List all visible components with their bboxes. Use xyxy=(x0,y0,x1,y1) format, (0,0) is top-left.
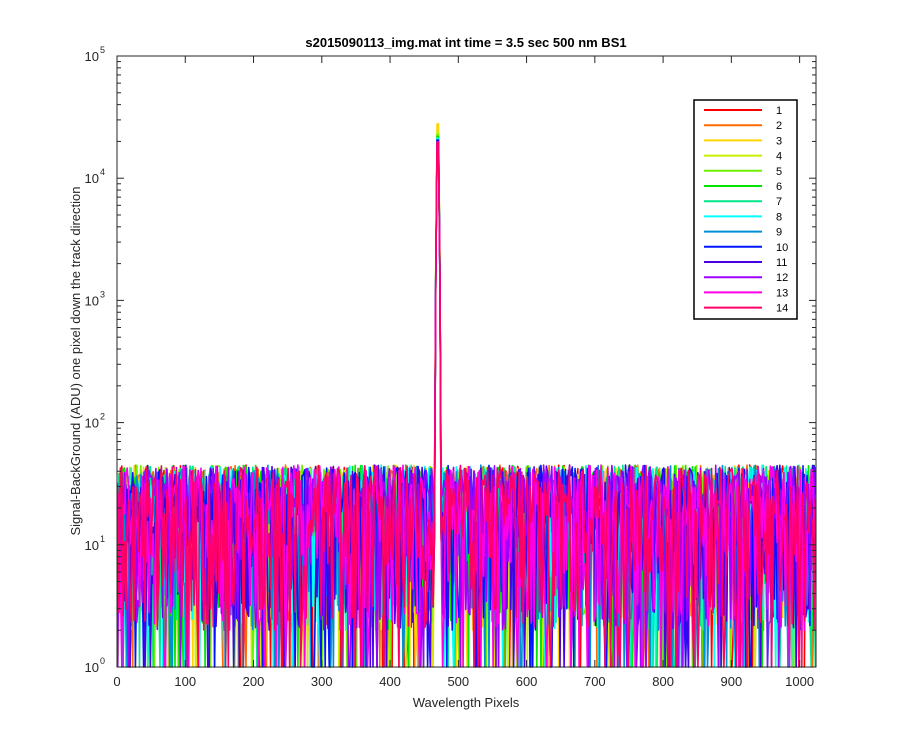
x-tick-label: 100 xyxy=(174,674,196,689)
y-tick-label: 10 xyxy=(85,293,99,308)
y-tick-label: 10 xyxy=(85,538,99,553)
legend-box xyxy=(693,99,798,320)
x-tick-label: 700 xyxy=(584,674,606,689)
y-tick-exponent: 4 xyxy=(100,167,105,177)
y-tick-label: 10 xyxy=(85,660,99,675)
legend-label: 3 xyxy=(776,135,782,147)
legend-label: 5 xyxy=(776,166,782,178)
y-tick-exponent: 2 xyxy=(100,412,105,422)
y-tick-label: 10 xyxy=(85,416,99,431)
x-tick-label: 300 xyxy=(311,674,333,689)
x-axis-label: Wavelength Pixels xyxy=(413,695,520,710)
legend-label: 4 xyxy=(776,151,782,163)
series-layer xyxy=(116,123,817,668)
legend-label: 10 xyxy=(776,242,788,254)
y-tick-exponent: 0 xyxy=(100,656,105,666)
legend-label: 11 xyxy=(776,257,787,269)
y-tick-label: 10 xyxy=(85,49,99,64)
axes-box xyxy=(116,55,817,668)
legend-label: 12 xyxy=(776,272,788,284)
x-axis: 0 100 200 300 400 500 600 700 800 900 1000 xyxy=(113,56,814,689)
y-tick-exponent: 5 xyxy=(100,45,105,55)
legend-label: 13 xyxy=(776,287,788,299)
legend-label: 8 xyxy=(776,211,782,223)
x-tick-label: 500 xyxy=(447,674,469,689)
x-tick-label: 900 xyxy=(721,674,743,689)
y-tick-exponent: 1 xyxy=(100,534,105,544)
x-tick-label: 0 xyxy=(113,674,120,689)
y-tick-exponent: 3 xyxy=(100,289,105,299)
legend-label: 14 xyxy=(776,303,788,315)
x-tick-label: 1000 xyxy=(785,674,814,689)
legend-label: 6 xyxy=(776,181,782,193)
x-tick-label: 200 xyxy=(243,674,265,689)
x-tick-label: 400 xyxy=(379,674,401,689)
y-axis-label: Signal-BackGround (ADU) one pixel down t… xyxy=(68,186,83,535)
chart-title: s2015090113_img.mat int time = 3.5 sec 5… xyxy=(305,35,626,50)
x-tick-label: 800 xyxy=(652,674,674,689)
x-tick-label: 600 xyxy=(516,674,538,689)
legend-label: 2 xyxy=(776,120,782,132)
legend-label: 7 xyxy=(776,196,782,208)
legend-label: 1 xyxy=(776,105,782,117)
series-line-12 xyxy=(116,143,817,668)
series-line-14 xyxy=(116,141,817,668)
y-tick-label: 10 xyxy=(85,171,99,186)
legend-label: 9 xyxy=(776,227,782,239)
